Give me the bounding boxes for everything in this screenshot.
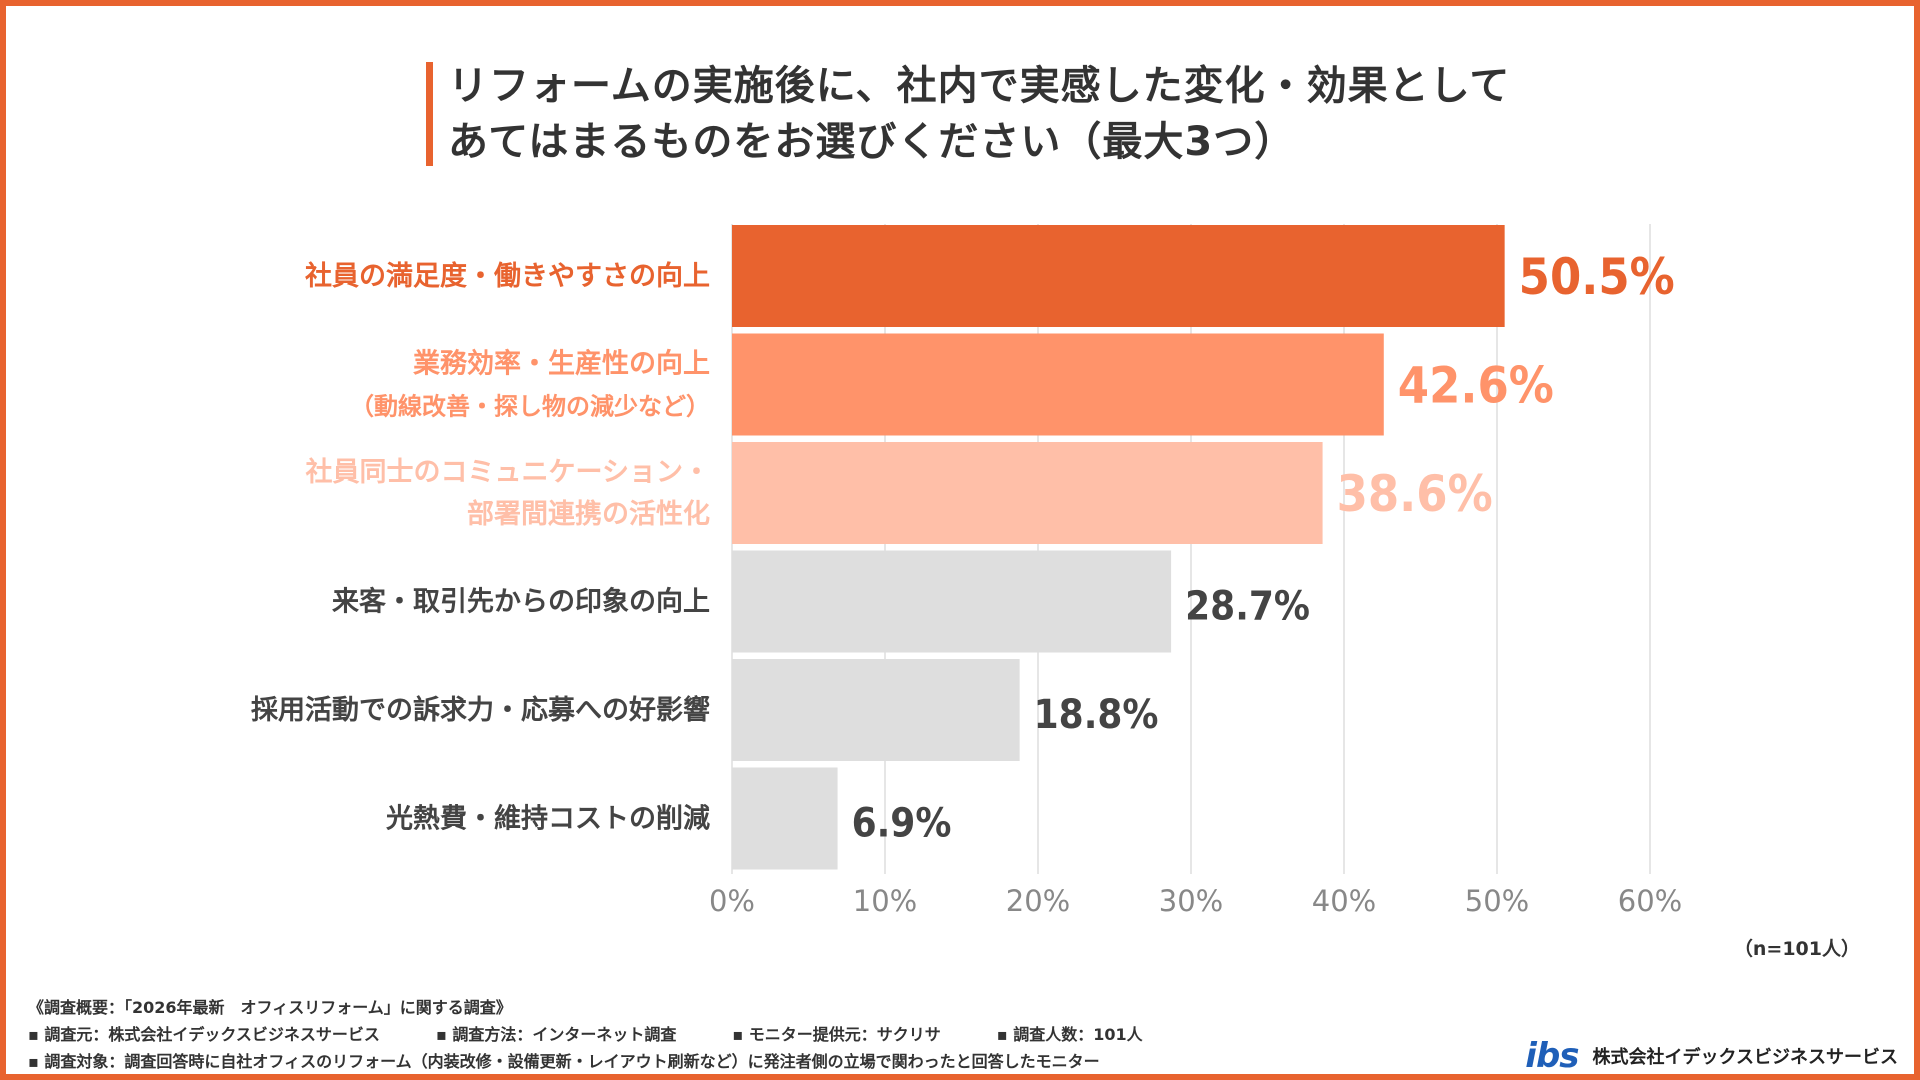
footer-detail: ▪ 調査人数：101人 [996,1025,1143,1044]
bar-value-label: 42.6% [1398,357,1554,415]
x-tick-label: 10% [853,884,917,918]
category-label: 社員同士のコミュニケーション・ [306,456,710,488]
bar [732,225,1505,327]
footer-detail: ▪ モニター提供元：サクリサ [732,1025,941,1044]
footer-target: ▪ 調査対象：調査回答時に自社オフィスのリフォーム（内装改修・設備更新・レイアウ… [28,1052,1100,1071]
bar [732,442,1323,544]
bar-value-label: 6.9% [852,801,952,847]
title-line-2: あてはまるものをお選びください（最大3つ） [448,119,1296,165]
bar-value-label: 28.7% [1185,584,1310,630]
footer-heading: 《調査概要：「2026年最新 オフィスリフォーム」に関する調査》 [28,998,512,1017]
bar-value-label: 50.5% [1519,248,1675,306]
footer-detail: ▪ 調査元：株式会社イデックスビジネスサービス [28,1025,380,1044]
title-accent-bar [426,62,433,166]
category-label: 光熱費・維持コストの削減 [385,804,710,835]
bar-value-label: 18.8% [1034,692,1159,738]
category-label: （動線改善・探し物の減少など） [350,393,710,421]
x-tick-label: 0% [709,884,755,918]
category-label: 来客・取引先からの印象の向上 [332,586,710,618]
footer-detail: ▪ 調査方法：インターネット調査 [435,1025,677,1044]
sample-size-label: （n=101人） [1733,938,1860,960]
bar [732,767,838,870]
brand-block: ibs 株式会社イデックスビジネスサービス [1525,1036,1898,1076]
x-tick-label: 20% [1006,884,1070,918]
category-label: 採用活動での訴求力・応募への好影響 [251,694,710,726]
x-tick-label: 30% [1159,884,1223,918]
brand-logo: ibs [1525,1036,1579,1076]
category-label: 部署間連携の活性化 [467,498,710,530]
category-label: 社員の満足度・働きやすさの向上 [305,260,710,292]
x-tick-label: 50% [1465,884,1529,918]
bar [732,550,1172,653]
page-title: リフォームの実施後に、社内で実感した変化・効果として あてはまるものをお選びくだ… [448,58,1510,170]
title-line-1: リフォームの実施後に、社内で実感した変化・効果として [448,63,1511,109]
x-tick-label: 40% [1312,884,1376,918]
survey-footer: 《調査概要：「2026年最新 オフィスリフォーム」に関する調査》 ▪ 調査元：株… [28,994,1199,1075]
category-label: 業務効率・生産性の向上 [413,348,710,380]
bar-value-label: 38.6% [1337,465,1493,523]
x-tick-label: 60% [1618,884,1682,918]
footer-details-row: ▪ 調査元：株式会社イデックスビジネスサービス ▪ 調査方法：インターネット調査… [28,1021,1199,1048]
bar [732,659,1020,761]
brand-name: 株式会社イデックスビジネスサービス [1592,1047,1898,1068]
bar-chart: 50.5% 社員の満足度・働きやすさの向上 42.6% 業務効率・生産性の向上 （動線改… [251,224,1682,918]
bar [732,333,1384,436]
